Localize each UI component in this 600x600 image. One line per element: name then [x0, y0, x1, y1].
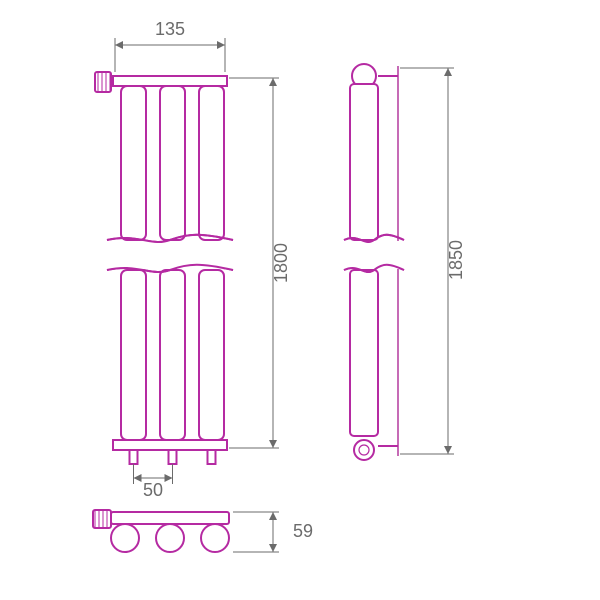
technical-drawing: 135 1800 50 1850 59 — [0, 0, 600, 600]
front-view — [95, 72, 235, 464]
top-view — [93, 510, 229, 552]
dim-front-height: 1800 — [271, 243, 291, 283]
dim-side-height: 1850 — [446, 240, 466, 280]
dim-depth: 59 — [293, 521, 313, 541]
dim-pitch: 50 — [143, 480, 163, 500]
side-view — [342, 64, 406, 460]
dim-top-width: 135 — [155, 19, 185, 39]
